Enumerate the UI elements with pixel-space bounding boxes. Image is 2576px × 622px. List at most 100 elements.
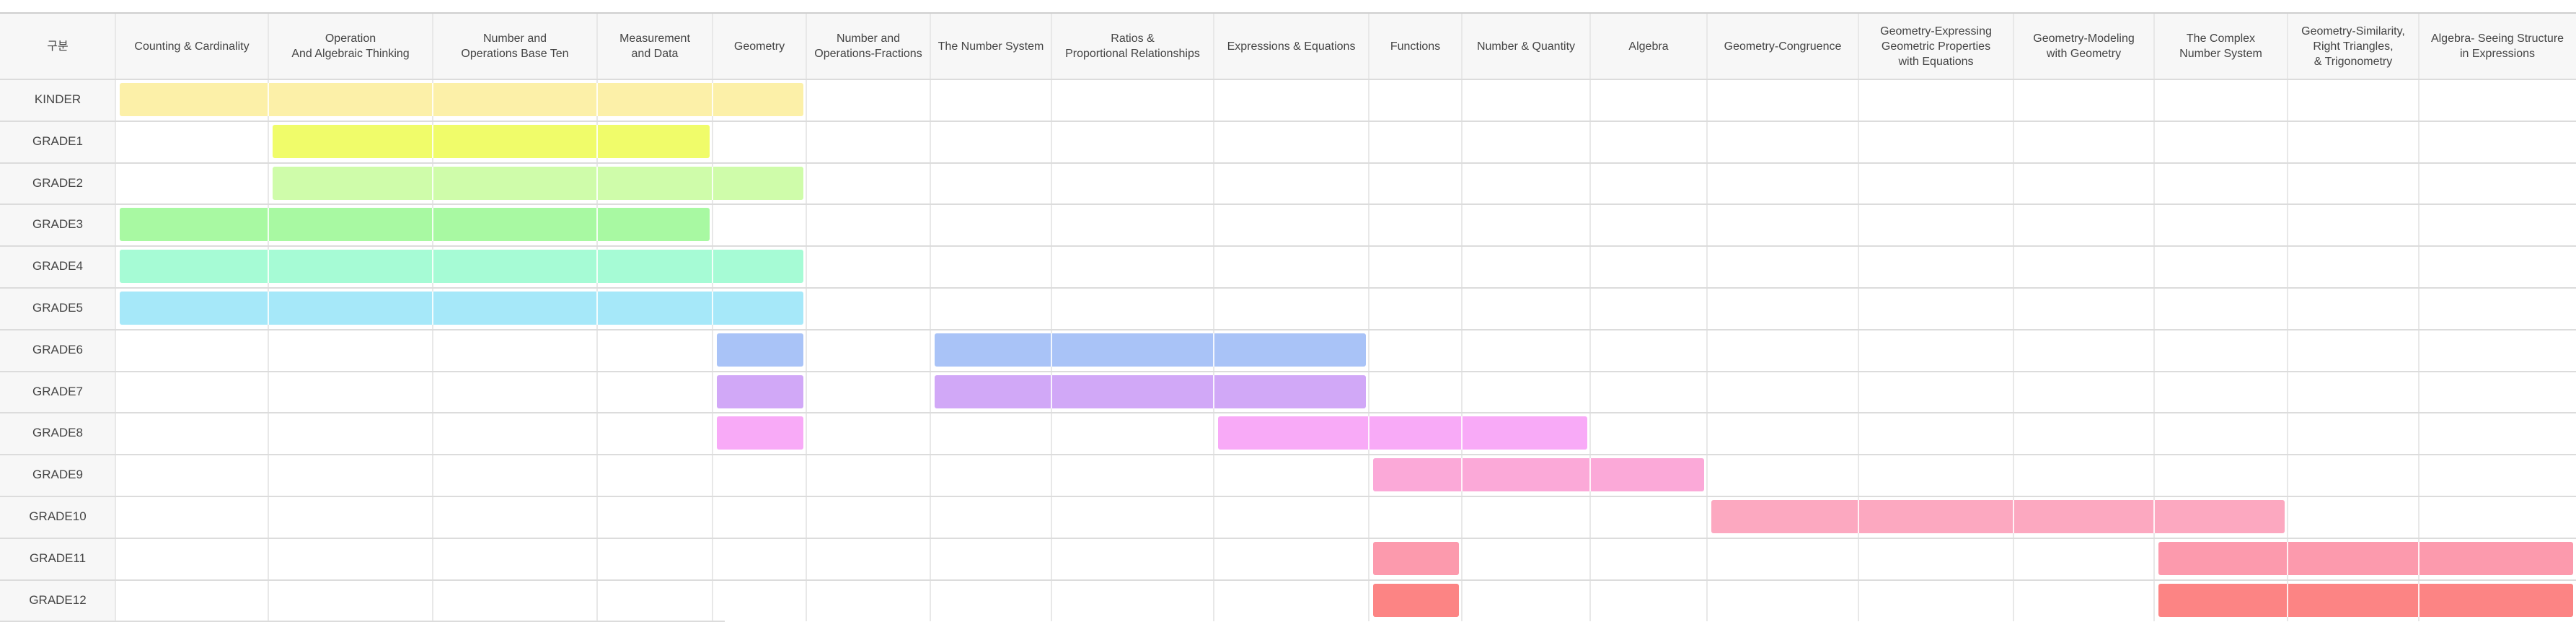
bar-segment-divider: [2418, 541, 2420, 575]
column-header: Number & Quantity: [1476, 40, 1576, 53]
bar-segment-divider: [2153, 500, 2155, 533]
column-divider: [2153, 13, 2155, 622]
row-divider: [0, 537, 2576, 539]
row-divider: [0, 162, 2576, 164]
bar-segment-divider: [1461, 416, 1463, 450]
row-divider: [0, 245, 2576, 248]
column-header: Measurement and Data: [619, 32, 690, 60]
column-divider: [1858, 13, 1859, 622]
column-divider: [115, 13, 116, 622]
row-divider: [0, 579, 2576, 581]
column-header: Geometry: [733, 40, 785, 53]
column-divider: [1051, 13, 1052, 622]
column-divider: [1461, 13, 1463, 622]
coverage-bar: [120, 250, 803, 284]
column-divider: [1589, 13, 1591, 622]
column-header: Number and Operations-Fractions: [814, 32, 922, 60]
row-label: GRADE6: [32, 342, 83, 356]
header-bottom-border: [0, 79, 2576, 80]
column-header: The Complex Number System: [2179, 32, 2262, 60]
column-header: Geometry-Similarity, Right Triangles, & …: [2301, 25, 2405, 68]
bar-segment-divider: [712, 250, 713, 284]
bar-segment-divider: [1589, 458, 1591, 492]
row-label: GRADE11: [29, 551, 87, 565]
row-label: GRADE10: [29, 509, 87, 523]
column-header: Operation And Algebraic Thinking: [291, 32, 410, 60]
row-divider: [0, 203, 2576, 206]
bar-segment-divider: [432, 208, 433, 242]
table-top-border: [0, 12, 2576, 14]
bar-segment-divider: [712, 292, 713, 325]
row-label: GRADE4: [32, 259, 83, 273]
bar-segment-divider: [1213, 333, 1214, 367]
row-label: GRADE7: [32, 384, 83, 398]
bar-segment-divider: [2287, 541, 2288, 575]
row-label: GRADE8: [32, 426, 83, 440]
bar-segment-divider: [712, 166, 713, 200]
bar-segment-divider: [432, 292, 433, 325]
bar-segment-divider: [1858, 500, 1859, 533]
row-label: KINDER: [34, 92, 81, 106]
row-label: GRADE9: [32, 468, 83, 482]
coverage-bar: [2158, 541, 2573, 575]
column-divider: [2418, 13, 2420, 622]
column-header: The Number System: [938, 40, 1044, 53]
coverage-bar: [935, 333, 1366, 367]
column-header: Geometry-Expressing Geometric Properties…: [1880, 25, 1992, 68]
coverage-bar: [120, 292, 803, 325]
column-header: Number and Operations Base Ten: [461, 32, 569, 60]
bar-segment-divider: [712, 83, 713, 116]
column-header: Geometry-Modeling with Geometry: [2033, 32, 2135, 60]
column-divider: [1706, 13, 1708, 622]
bar-segment-divider: [2418, 583, 2420, 617]
row-divider: [0, 370, 2576, 372]
bar-segment-divider: [432, 83, 433, 116]
row-label: GRADE12: [29, 592, 87, 607]
bar-segment-divider: [432, 166, 433, 200]
bar-segment-divider: [432, 250, 433, 284]
bar-segment-divider: [432, 124, 433, 158]
row-divider: [0, 287, 2576, 289]
coverage-bar: [1218, 416, 1587, 450]
bar-segment-divider: [268, 250, 269, 284]
row-label: GRADE5: [32, 301, 83, 315]
bar-segment-divider: [1051, 374, 1052, 408]
coverage-bar: [717, 416, 803, 450]
header-division: 구분: [47, 40, 69, 53]
bar-segment-divider: [268, 83, 269, 116]
bar-segment-divider: [268, 292, 269, 325]
coverage-bar: [1373, 458, 1704, 492]
coverage-bar: [1373, 583, 1459, 617]
column-header: Functions: [1390, 40, 1441, 53]
header-background: [0, 13, 2576, 79]
column-divider: [1368, 13, 1369, 622]
bar-segment-divider: [1368, 416, 1369, 450]
column-header: Counting & Cardinality: [134, 40, 250, 53]
bar-segment-divider: [2287, 583, 2288, 617]
bar-segment-divider: [596, 166, 598, 200]
column-header: Algebra- Seeing Structure in Expressions: [2430, 32, 2564, 60]
coverage-bar: [120, 83, 803, 116]
coverage-bar: [2158, 583, 2573, 617]
coverage-bar: [1373, 541, 1459, 575]
coverage-bar: [717, 374, 803, 408]
bar-segment-divider: [1461, 458, 1463, 492]
row-label: GRADE2: [32, 175, 83, 190]
column-header: Algebra: [1628, 40, 1669, 53]
bar-segment-divider: [2013, 500, 2014, 533]
coverage-bar: [717, 333, 803, 367]
coverage-bar: [273, 124, 710, 158]
column-header: Ratios & Proportional Relationships: [1065, 32, 1200, 60]
row-divider: [0, 454, 2576, 456]
coverage-bar: [935, 374, 1366, 408]
column-divider: [930, 13, 931, 622]
row-label-background: [0, 79, 115, 622]
coverage-bar: [1711, 500, 2285, 533]
bar-segment-divider: [596, 83, 598, 116]
bar-segment-divider: [596, 124, 598, 158]
row-label: GRADE1: [32, 133, 83, 148]
coverage-bar: [273, 166, 803, 200]
bar-segment-divider: [596, 250, 598, 284]
row-divider: [0, 496, 2576, 497]
